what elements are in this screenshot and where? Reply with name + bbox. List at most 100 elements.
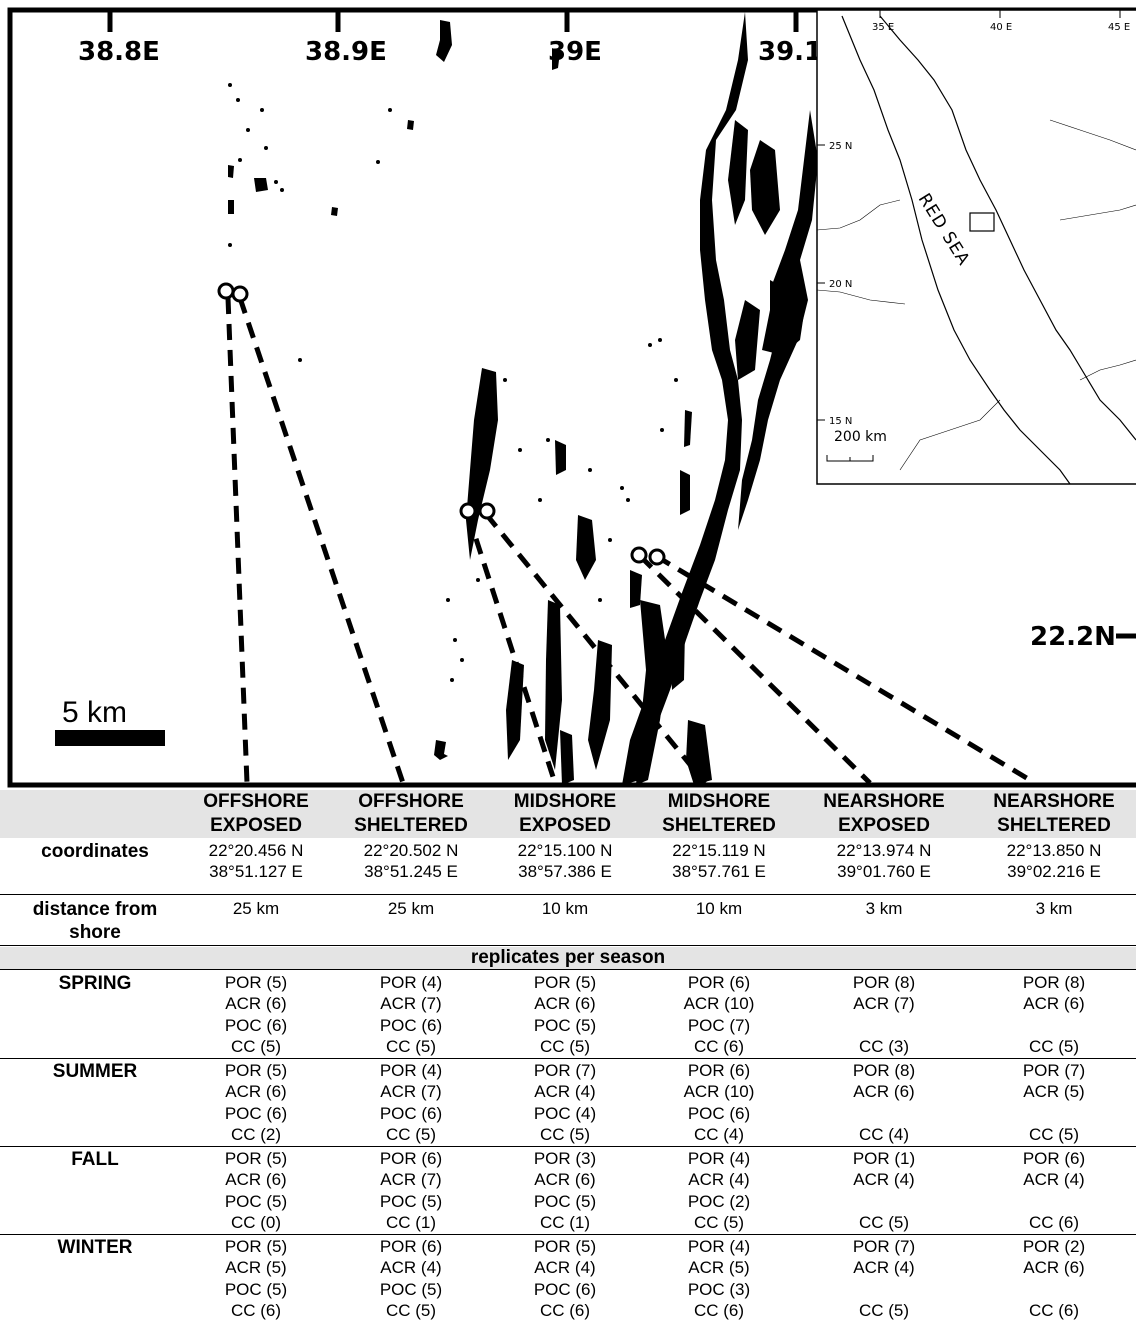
replicate-value: POC (6) [224,1015,288,1035]
site-header-line2: SHELTERED [662,815,776,836]
replicate-value: POR (8) [852,973,916,992]
inset-lat-15: 15 N [829,416,852,427]
replicate-value: CC (5) [385,1124,437,1144]
replicate-value: ACR (4) [380,1258,442,1278]
replicate-value: POR (5) [533,1237,597,1256]
replicate-value: CC (4) [693,1124,745,1144]
site-distance: 3 km [865,899,903,918]
replicate-value: POR (5) [224,1149,288,1168]
replicate-value: POR (8) [1022,973,1086,992]
replicate-value: CC (6) [693,1300,745,1320]
replicate-value: POR (4) [687,1237,751,1256]
table-header-bg [0,790,1136,838]
scale-bar-label: 5 km [62,696,127,729]
replicate-value: ACR (4) [853,1258,915,1278]
replicate-value: CC (5) [693,1212,745,1232]
replicate-value: POR (7) [1022,1061,1086,1080]
distance-label-line2: shore [69,922,121,943]
site-latitude: 22°20.456 N [208,841,304,860]
replicate-value: POR (5) [224,973,288,992]
replicate-value: POC (7) [687,1015,751,1035]
replicate-value: CC (6) [1028,1300,1080,1320]
replicate-value: ACR (6) [1023,1258,1085,1278]
replicate-value: POR (3) [533,1149,597,1168]
site-longitude: 38°51.245 E [364,862,458,881]
replicate-value: POC (6) [533,1279,597,1299]
replicate-value: POC (5) [533,1191,597,1211]
replicate-value: POR (4) [379,1061,443,1080]
replicate-value: POC (6) [379,1103,443,1123]
lon-label-38-9: 38.9E [305,37,387,67]
site-header-line2: EXPOSED [519,815,611,836]
site-latitude: 22°13.850 N [1006,841,1102,860]
site-header-line1: OFFSHORE [203,791,309,812]
replicate-value: ACR (6) [225,994,287,1014]
replicate-value: ACR (6) [225,1082,287,1102]
lon-label-38-8: 38.8E [78,37,160,67]
site-distance: 3 km [1035,899,1073,918]
site-connector-lines [225,297,1037,786]
replicate-value: POR (5) [224,1237,288,1256]
site-latitude: 22°15.100 N [517,841,613,860]
site-longitude: 38°51.127 E [209,862,303,881]
replicate-value: POR (8) [852,1061,916,1080]
inset-lat-25: 25 N [829,141,852,152]
site-latitude: 22°13.974 N [836,841,932,860]
site-header-line2: EXPOSED [210,815,302,836]
reef-speckles [228,83,678,682]
map-frame [7,7,1136,788]
replicate-value: POC (5) [224,1191,288,1211]
replicate-value: ACR (7) [380,1170,442,1190]
site-marker-midshore-sheltered [478,502,496,520]
replicate-value: POC (6) [687,1103,751,1123]
replicate-value: CC (2) [230,1124,282,1144]
replicate-value: ACR (6) [225,1170,287,1190]
site-distance: 10 km [695,899,743,918]
replicate-value: CC (1) [539,1212,591,1232]
replicate-value: CC (1) [385,1212,437,1232]
replicate-value: ACR (5) [225,1258,287,1278]
divider [0,894,1136,895]
replicate-value: POR (6) [379,1149,443,1168]
replicate-value: ACR (7) [853,994,915,1014]
site-marker-offshore-exposed [217,282,235,300]
site-longitude: 38°57.761 E [672,862,766,881]
site-marker-nearshore-exposed [630,546,648,564]
inset-scale-label: 200 km [834,429,887,445]
inset-lon-40: 40 E [990,22,1012,33]
replicate-value: ACR (10) [683,994,755,1014]
replicate-value: ACR (5) [688,1258,750,1278]
replicate-value: POR (4) [687,1149,751,1168]
divider [0,945,1136,946]
site-latitude: 22°15.119 N [672,841,766,860]
site-distance: 25 km [387,899,435,918]
site-header-line1: MIDSHORE [513,791,617,812]
replicate-value: CC (6) [230,1300,282,1320]
scale-bar [55,730,165,746]
replicates-title: replicates per season [470,947,666,968]
lat-label-22-2: 22.2N [1030,622,1116,652]
season-divider [0,1058,1136,1059]
replicate-value: CC (6) [539,1300,591,1320]
season-label: SPRING [58,973,132,994]
replicate-value: CC (5) [1028,1124,1080,1144]
coordinates-label: coordinates [41,841,149,862]
replicate-value: ACR (4) [688,1170,750,1190]
site-header-line2: SHELTERED [354,815,468,836]
season-label: WINTER [57,1237,133,1258]
replicate-value: POR (7) [533,1061,597,1080]
replicate-value: CC (5) [539,1036,591,1056]
replicate-value: CC (5) [230,1036,282,1056]
replicate-value: ACR (4) [534,1258,596,1278]
replicate-value: POC (6) [379,1015,443,1035]
replicate-value: ACR (7) [380,1082,442,1102]
replicate-value: ACR (4) [1023,1170,1085,1190]
replicate-value: CC (4) [858,1124,910,1144]
site-marker-midshore-exposed [459,502,477,520]
site-distance: 25 km [232,899,280,918]
replicate-value: POR (1) [852,1149,916,1168]
distance-label-line1: distance from [32,899,158,920]
replicate-value: ACR (6) [534,994,596,1014]
replicate-value: POC (5) [379,1279,443,1299]
replicate-value: POC (5) [533,1015,597,1035]
